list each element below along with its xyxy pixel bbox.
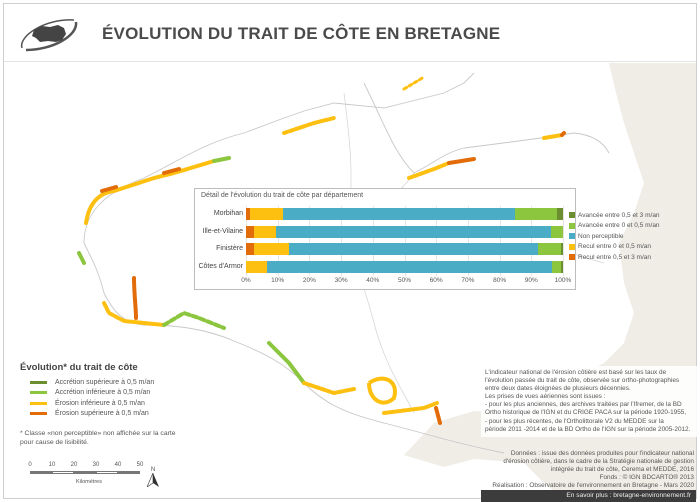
chart-title: Détail de l'évolution du trait de côte p… xyxy=(201,192,364,199)
stacked-bar xyxy=(246,208,563,220)
stacked-bar xyxy=(246,243,563,255)
page-title: ÉVOLUTION DU TRAIT DE CÔTE EN BRETAGNE xyxy=(102,24,501,43)
chart-row-finistere: Finistère xyxy=(195,243,575,256)
credits: Données : issue des données produites po… xyxy=(492,450,694,490)
stacked-bar xyxy=(246,225,563,238)
map-frame: ÉVOLUTION DU TRAIT DE CÔTE EN BRETAGNE xyxy=(3,3,698,502)
legend-item: Accrétion inférieure à 0,5 m/an xyxy=(20,388,250,399)
legend-title: Évolution* du trait de côte xyxy=(20,362,138,373)
legend-item: Érosion inférieure à 0,5 m/an xyxy=(20,398,250,409)
legend-item: Accrétion supérieure à 0,5 m/an xyxy=(20,377,250,388)
legend-item: Érosion supérieure à 0,5 m/an xyxy=(20,409,250,420)
chart-row-cotes-darmor: Côtes d'Armor xyxy=(195,260,575,274)
map-legend: Évolution* du trait de côte Accrétion su… xyxy=(20,362,250,447)
stacked-bar xyxy=(246,260,563,273)
scale-bar: 0 10 20 30 40 50 Kilomètres xyxy=(28,462,144,485)
legend-note: * Classe «non perceptible» non affichée … xyxy=(20,430,176,446)
chart-legend: Avancée entre 0,5 et 3 m/an Avancée entr… xyxy=(569,210,660,263)
chart-row-ille-et-vilaine: Ille-et-Vilaine xyxy=(195,225,575,239)
more-info-link[interactable]: En savoir plus : bretagne-environnement.… xyxy=(481,490,696,502)
bretagne-environnement-logo-icon xyxy=(21,19,78,52)
department-chart: Détail de l'évolution du trait de côte p… xyxy=(194,188,660,290)
methodology-note: L'indicateur national de l'érosion côtiè… xyxy=(481,366,698,437)
north-arrow-icon: N xyxy=(146,467,159,489)
header: ÉVOLUTION DU TRAIT DE CÔTE EN BRETAGNE xyxy=(4,4,696,62)
coastline-segments xyxy=(77,75,566,425)
chart-row-morbihan: Morbihan xyxy=(195,208,575,221)
x-axis: 0% 10% 20% 30% 40% 50% 60% 70% 80% 90% 1… xyxy=(241,277,572,284)
